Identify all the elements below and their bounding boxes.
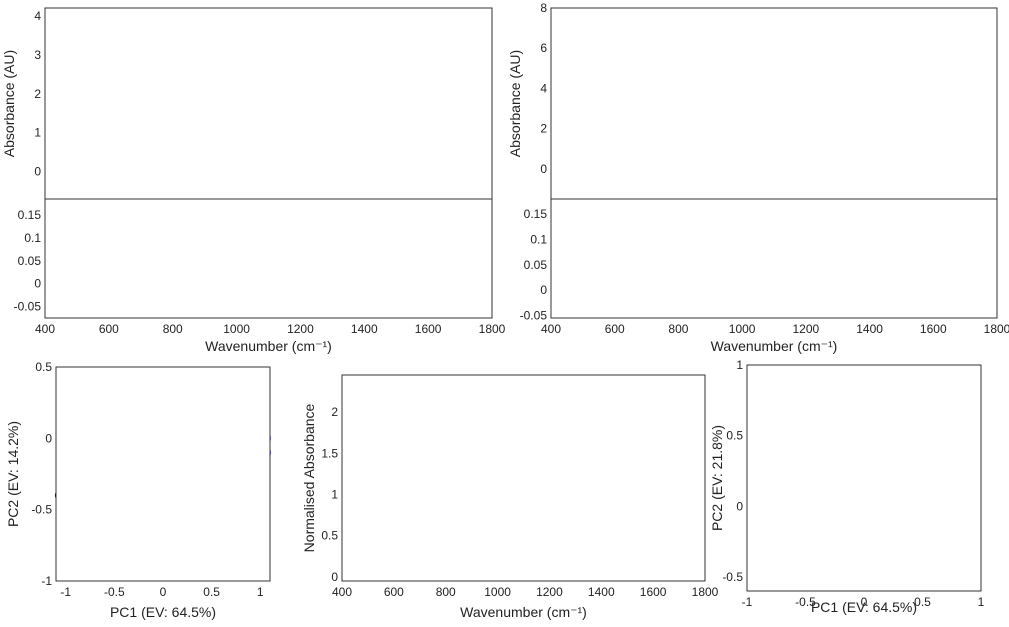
x-tick-label: 1000 (223, 322, 250, 336)
x-tick-label: 400 (541, 322, 561, 336)
y-tick-label: 1 (736, 358, 743, 372)
x-tick-label: 600 (384, 585, 404, 599)
x-tick-label: 1800 (692, 585, 719, 599)
y-tick-label: 1 (331, 487, 338, 501)
x-tick-label: 800 (668, 322, 688, 336)
x-tick-label: 400 (35, 322, 55, 336)
y-tick-label: 0.15 (524, 207, 548, 221)
x-tick-label: 1400 (588, 585, 615, 599)
y-tick-label: 2 (540, 122, 547, 136)
x-tick-label: 600 (605, 322, 625, 336)
x-tick-label: 1 (978, 595, 985, 609)
x-tick-label: 0 (861, 595, 868, 609)
y-tick-label: 0.05 (524, 258, 548, 272)
x-tick-label: 0 (160, 585, 167, 599)
y-tick-label: 4 (540, 81, 547, 95)
plot-frame-b (44, 198, 493, 319)
y-tick-label: 2 (34, 87, 41, 101)
y-tick-label: 0 (34, 277, 41, 291)
x-tick-label: 1600 (640, 585, 667, 599)
y-tick-label: 6 (540, 41, 547, 55)
y-tick-label: 0.5 (321, 529, 338, 543)
x-tick-label: 1 (257, 585, 264, 599)
y-axis-label: Absorbance (AU) (507, 50, 523, 157)
plot-frame-d (550, 7, 998, 200)
plot-frame-e (550, 198, 998, 319)
y-tick-label: -0.5 (31, 503, 52, 517)
y-tick-label: 8 (540, 1, 547, 15)
y-tick-label: 0 (34, 165, 41, 179)
x-tick-label: 1400 (351, 322, 378, 336)
x-tick-label: 1600 (415, 322, 442, 336)
y-axis-label: Absorbance (AU) (1, 50, 17, 157)
x-axis-label: Wavenumber (cm⁻¹) (711, 338, 838, 354)
x-tick-label: 1200 (287, 322, 314, 336)
x-tick-label: 400 (332, 585, 352, 599)
x-tick-label: 1600 (920, 322, 947, 336)
y-tick-label: -1 (41, 574, 52, 588)
y-tick-label: -0.5 (722, 570, 743, 584)
x-tick-label: 800 (163, 322, 183, 336)
y-tick-label: -0.05 (520, 308, 548, 322)
x-tick-label: 1200 (536, 585, 563, 599)
y-tick-label: 0 (540, 283, 547, 297)
y-tick-label: 0.15 (18, 208, 42, 222)
x-tick-label: -0.5 (795, 595, 816, 609)
x-tick-label: 1000 (484, 585, 511, 599)
x-tick-label: 1400 (856, 322, 883, 336)
plot-frame-c (55, 366, 271, 582)
x-axis-label: PC1 (EV: 64.5%) (110, 604, 216, 620)
plot-frame-g (341, 374, 706, 582)
y-tick-label: 0.5 (35, 360, 52, 374)
y-tick-label: 0 (331, 570, 338, 584)
y-tick-label: 0.1 (24, 231, 41, 245)
y-tick-label: 0.1 (530, 233, 547, 247)
x-tick-label: 800 (436, 585, 456, 599)
panel-b: -0.05 0 0.05 0.1 0.15 400 600 800 1000 1200 1400 16… (14, 208, 506, 354)
x-axis-label: Wavenumber (cm⁻¹) (205, 338, 332, 354)
y-tick-label: 0 (736, 499, 743, 513)
y-axis-label: PC2 (EV: 21.8%) (709, 425, 725, 531)
y-tick-label: 3 (34, 48, 41, 62)
x-tick-label: 1800 (984, 322, 1009, 336)
y-tick-label: -0.05 (14, 300, 42, 314)
y-tick-label: 0 (45, 431, 52, 445)
x-tick-label: 0.5 (914, 595, 931, 609)
y-tick-label: 4 (34, 9, 41, 23)
plot-frame-a (44, 7, 493, 200)
x-tick-label: -1 (742, 595, 753, 609)
x-tick-label: -1 (60, 585, 71, 599)
x-tick-label: -0.5 (104, 585, 125, 599)
x-axis-label: Wavenumber (cm⁻¹) (460, 604, 587, 620)
y-axis-label: PC2 (EV: 14.2%) (5, 421, 21, 527)
x-tick-label: 1200 (793, 322, 820, 336)
x-tick-label: 600 (99, 322, 119, 336)
y-tick-label: 0.05 (18, 254, 42, 268)
y-tick-label: 1 (34, 126, 41, 140)
y-tick-label: 1.5 (321, 446, 338, 460)
x-axis-label: PC1 (EV: 64.5%) (811, 599, 917, 615)
x-tick-label: 1800 (479, 322, 506, 336)
x-tick-label: 0.5 (203, 585, 220, 599)
x-tick-label: 1000 (729, 322, 756, 336)
plot-frame-f (746, 364, 982, 592)
y-tick-label: 0 (540, 162, 547, 176)
y-tick-label: 2 (331, 405, 338, 419)
y-axis-label: Normalised Absorbance (301, 403, 317, 552)
y-tick-label: 0.5 (726, 429, 743, 443)
